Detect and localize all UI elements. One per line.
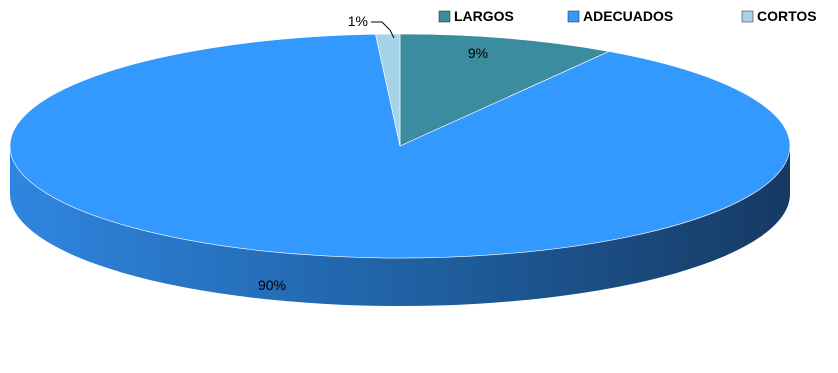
legend: LARGOS ADECUADOS CORTOS: [438, 8, 817, 24]
data-label-largos: 9%: [468, 45, 488, 61]
data-label-cortos: 1%: [348, 13, 368, 29]
pie-side-adecuados: [10, 146, 790, 306]
pie-slice-largos: [399, 33, 610, 147]
legend-swatch-adecuados: [567, 10, 580, 23]
legend-label-cortos: CORTOS: [757, 8, 817, 24]
legend-swatch-largos: [438, 10, 451, 23]
data-label-adecuados: 90%: [258, 277, 286, 293]
legend-item-largos: LARGOS: [438, 8, 514, 24]
legend-item-cortos: CORTOS: [741, 8, 817, 24]
pie-slice-adecuados: [9, 33, 791, 259]
legend-label-adecuados: ADECUADOS: [583, 8, 673, 24]
pie-side-wall: [10, 146, 790, 306]
pie-slice-cortos: [375, 33, 401, 147]
leader-line-cortos: [371, 21, 395, 39]
data-labels: 9% 90% 1%: [258, 13, 488, 293]
legend-item-adecuados: ADECUADOS: [567, 8, 673, 24]
legend-swatch-cortos: [741, 10, 754, 23]
pie-top-face: [9, 33, 791, 259]
legend-label-largos: LARGOS: [454, 8, 514, 24]
